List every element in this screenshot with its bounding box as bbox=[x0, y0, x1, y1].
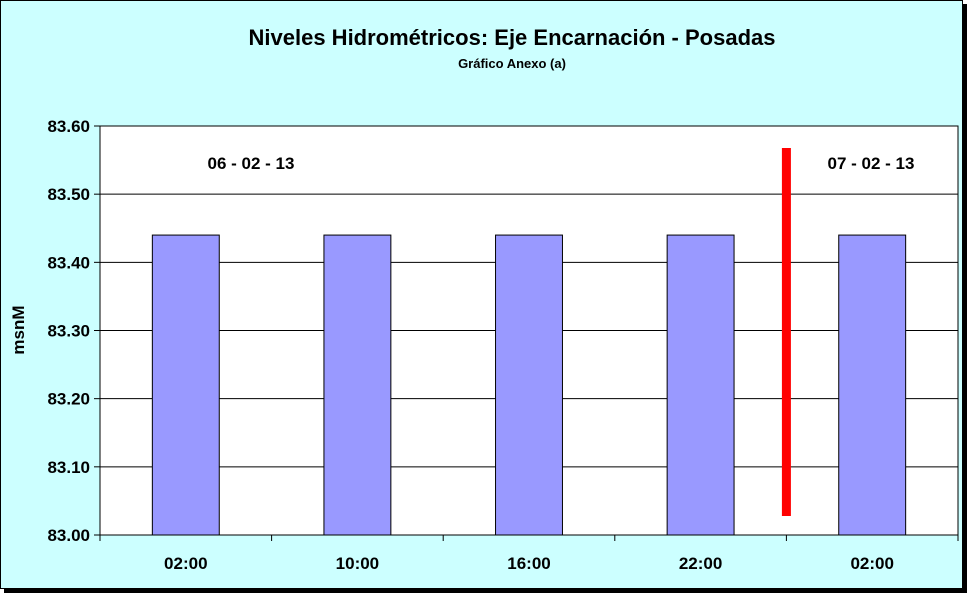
y-axis-ticks: 83.00 83.10 83.20 83.30 83.40 83.50 83.60 bbox=[47, 117, 100, 545]
bar bbox=[666, 234, 735, 536]
y-axis-label: msnM bbox=[9, 305, 28, 354]
x-tick-label: 16:00 bbox=[507, 554, 550, 573]
bar bbox=[151, 234, 220, 536]
y-tick-label: 83.20 bbox=[47, 390, 90, 409]
chart-subtitle: Gráfico Anexo (a) bbox=[458, 56, 566, 71]
x-tick-label: 02:00 bbox=[164, 554, 207, 573]
bars bbox=[151, 234, 907, 536]
bar bbox=[323, 234, 392, 536]
bar bbox=[838, 234, 907, 536]
day-separator bbox=[781, 148, 791, 516]
chart-title: Niveles Hidrométricos: Eje Encarnación -… bbox=[249, 25, 776, 50]
y-tick-label: 83.40 bbox=[47, 253, 90, 272]
date-label-day1: 06 - 02 - 13 bbox=[208, 154, 295, 173]
y-tick-label: 83.30 bbox=[47, 322, 90, 341]
y-tick-label: 83.50 bbox=[47, 185, 90, 204]
x-tick-label: 10:00 bbox=[336, 554, 379, 573]
bar bbox=[495, 234, 563, 536]
y-tick-label: 83.00 bbox=[47, 526, 90, 545]
x-axis-ticks: 02:00 10:00 16:00 22:00 02:00 bbox=[99, 535, 959, 573]
y-tick-label: 83.60 bbox=[47, 117, 90, 136]
x-tick-label: 02:00 bbox=[850, 554, 893, 573]
date-label-day2: 07 - 02 - 13 bbox=[828, 154, 915, 173]
x-tick-label: 22:00 bbox=[679, 554, 722, 573]
y-tick-label: 83.10 bbox=[47, 458, 90, 477]
